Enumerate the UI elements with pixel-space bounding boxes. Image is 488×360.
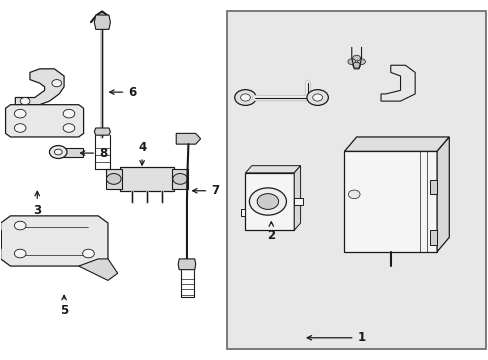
Polygon shape [429,230,436,244]
Polygon shape [294,198,303,205]
Text: 6: 6 [109,86,136,99]
Polygon shape [245,173,294,230]
Polygon shape [380,65,414,101]
Circle shape [249,188,286,215]
Polygon shape [15,69,64,105]
Polygon shape [176,134,200,144]
Text: 5: 5 [60,295,68,318]
Polygon shape [79,259,118,280]
Circle shape [14,124,26,132]
Circle shape [14,249,26,258]
Circle shape [106,174,121,184]
Circle shape [49,145,67,158]
Circle shape [257,194,278,210]
Polygon shape [344,151,436,252]
Circle shape [52,80,61,87]
Text: 3: 3 [33,192,41,217]
Polygon shape [344,137,448,151]
Polygon shape [429,180,436,194]
Circle shape [352,55,360,61]
Circle shape [14,109,26,118]
Circle shape [172,174,187,184]
Circle shape [20,98,30,105]
Text: 7: 7 [192,184,219,197]
Polygon shape [436,137,448,252]
Bar [227,12,485,348]
Circle shape [347,59,355,64]
Polygon shape [178,259,195,270]
Text: 2: 2 [267,222,275,242]
Circle shape [306,90,328,105]
Polygon shape [0,216,108,266]
Polygon shape [105,169,122,189]
Polygon shape [94,15,110,30]
Circle shape [347,190,359,199]
Circle shape [312,94,322,101]
Polygon shape [58,148,82,157]
Circle shape [240,94,250,101]
Circle shape [14,221,26,230]
Polygon shape [172,169,188,189]
Polygon shape [94,128,110,135]
Circle shape [82,249,94,258]
Circle shape [63,124,75,132]
Polygon shape [240,209,245,216]
Polygon shape [5,105,83,137]
Polygon shape [245,166,300,173]
Circle shape [352,62,360,68]
Circle shape [234,90,256,105]
Circle shape [357,59,365,64]
Circle shape [54,149,62,155]
Text: 1: 1 [306,331,365,344]
Circle shape [63,109,75,118]
Polygon shape [294,166,300,230]
Polygon shape [120,167,173,191]
Text: 4: 4 [138,141,146,165]
Text: 8: 8 [81,147,107,159]
